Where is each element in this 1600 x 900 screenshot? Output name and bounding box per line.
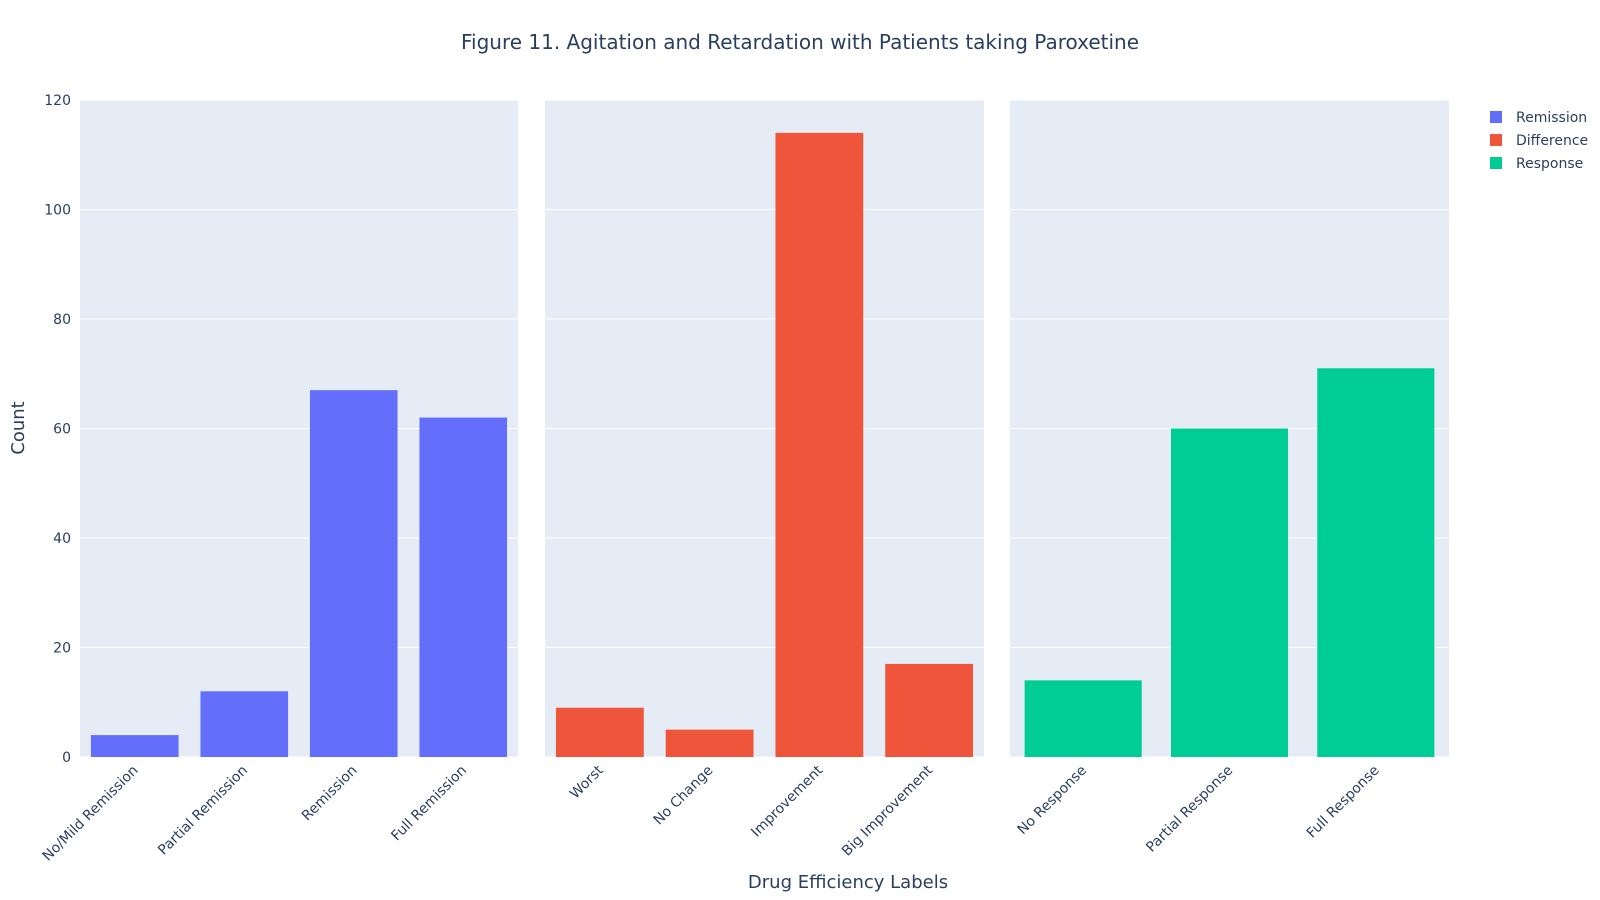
bar-remission[interactable]: [309, 390, 398, 757]
bar-partial-remission[interactable]: [200, 691, 289, 757]
legend-swatch: [1490, 111, 1502, 123]
bar-partial-response[interactable]: [1170, 428, 1289, 758]
legend-label: Response: [1516, 156, 1583, 172]
bar-worst[interactable]: [555, 707, 644, 757]
chart-panels: No/Mild Remission Partial Remission Remiss…: [40, 99, 1449, 865]
x-tick-label: No/Mild Remission: [40, 763, 142, 865]
legend-swatch: [1490, 134, 1502, 146]
x-tick-label: Improvement: [748, 762, 826, 840]
x-tick-label: Remission: [299, 763, 361, 825]
chart-title: Figure 11. Agitation and Retardation wit…: [461, 30, 1139, 54]
y-tick-label: 60: [53, 422, 71, 438]
bar-improvement[interactable]: [775, 132, 864, 758]
bar-no-mild-remission[interactable]: [90, 735, 179, 757]
x-tick-label: Partial Remission: [155, 763, 251, 859]
x-tick-label: Full Remission: [388, 763, 470, 845]
bar-full-response[interactable]: [1317, 368, 1435, 757]
panel-remission: No/Mild Remission Partial Remission Remiss…: [40, 99, 518, 865]
x-tick-label: Full Response: [1304, 763, 1383, 842]
bar-full-remission[interactable]: [419, 417, 508, 757]
y-axis-title: Count: [8, 401, 29, 454]
bar-no-change[interactable]: [665, 729, 754, 757]
x-tick-label: No Response: [1015, 763, 1090, 838]
x-tick-label: Big Improvement: [839, 762, 936, 859]
x-axis-title: Drug Efficiency Labels: [748, 872, 948, 893]
legend-swatch: [1490, 157, 1502, 169]
y-tick-label: 80: [53, 312, 71, 328]
legend[interactable]: Remission Difference Response: [1490, 110, 1588, 172]
y-tick-label: 120: [44, 93, 71, 109]
legend-item-response[interactable]: Response: [1490, 156, 1583, 172]
bar-big-improvement[interactable]: [885, 663, 974, 757]
y-tick-label: 40: [53, 531, 71, 547]
x-tick-label: Partial Response: [1143, 763, 1236, 856]
bar-no-response[interactable]: [1024, 680, 1142, 757]
y-tick-label: 0: [62, 750, 71, 766]
x-tick-label: Worst: [567, 762, 607, 802]
y-tick-label: 20: [53, 641, 71, 657]
panel-response: No Response Partial Response Full Response: [1010, 99, 1449, 856]
legend-label: Difference: [1516, 133, 1588, 149]
legend-item-remission[interactable]: Remission: [1490, 110, 1587, 126]
x-tick-label: No Change: [651, 763, 717, 829]
y-tick-label: 100: [44, 203, 71, 219]
legend-label: Remission: [1516, 110, 1587, 126]
panel-difference: Worst No Change Improvement Big Improvement: [545, 99, 984, 859]
legend-item-difference[interactable]: Difference: [1490, 133, 1588, 149]
y-axis: 0 20 40 60 80 100 120: [44, 93, 71, 766]
